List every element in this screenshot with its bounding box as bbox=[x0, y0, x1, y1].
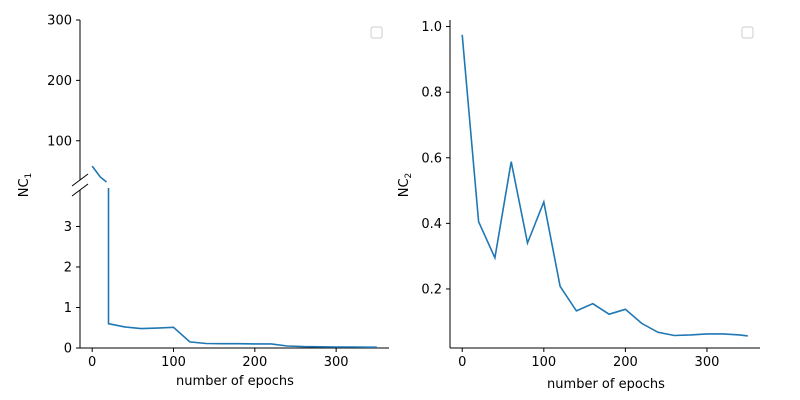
left-axis-break-mark-lower bbox=[71, 183, 89, 197]
right-x-tick-label: 300 bbox=[695, 355, 720, 370]
right-x-tick-label: 100 bbox=[531, 355, 556, 370]
right-x-axis-label: number of epochs bbox=[547, 377, 665, 392]
left-legend-empty-box bbox=[370, 26, 383, 39]
right-y-tick-label: 1.0 bbox=[421, 20, 442, 35]
left-lower-y-tick-label: 2 bbox=[64, 260, 72, 275]
left-x-tick-label: 100 bbox=[161, 355, 186, 370]
right-legend-box bbox=[741, 26, 754, 39]
left-series-line-lower bbox=[107, 188, 377, 348]
left-series-line-upper bbox=[91, 165, 108, 183]
left-x-tick-label: 0 bbox=[88, 355, 96, 370]
right-y-tick-label: 0.2 bbox=[421, 282, 442, 297]
right-y-tick-label: 0.6 bbox=[421, 151, 442, 166]
right-y-axis-label: NC2 bbox=[397, 173, 414, 198]
right-x-tick-label: 0 bbox=[458, 355, 466, 370]
left-y-axis-label: NC1 bbox=[17, 173, 34, 198]
right-axes: 0.2 0.4 0.6 0.8 1.0 0 100 200 300 bbox=[421, 20, 760, 370]
left-upper-axes: 100 200 300 bbox=[47, 14, 108, 187]
right-y-axis-label-main: NC bbox=[397, 178, 412, 197]
right-y-tick-label: 0.8 bbox=[421, 86, 442, 101]
right-chart-panel: 0.2 0.4 0.6 0.8 1.0 0 100 200 300 number of epoc… bbox=[397, 20, 760, 392]
left-chart-panel: 100 200 300 0 1 2 3 0 100 200 300 number of epoch… bbox=[17, 14, 389, 389]
left-lower-axes: 0 1 2 3 0 100 200 300 bbox=[64, 183, 389, 370]
left-x-tick-label: 300 bbox=[324, 355, 349, 370]
left-x-tick-label: 200 bbox=[242, 355, 267, 370]
right-y-tick-label: 0.4 bbox=[421, 217, 442, 232]
left-y-axis-label-sub: 1 bbox=[24, 173, 34, 179]
right-x-tick-label: 200 bbox=[613, 355, 638, 370]
left-x-axis-label: number of epochs bbox=[176, 374, 294, 389]
right-y-axis-label-sub: 2 bbox=[404, 173, 414, 179]
left-lower-y-tick-label: 0 bbox=[64, 342, 72, 357]
left-y-axis-label-main: NC bbox=[17, 178, 32, 197]
right-legend-empty-box bbox=[741, 26, 754, 39]
left-lower-y-tick-label: 1 bbox=[64, 301, 72, 316]
left-upper-y-tick-label: 200 bbox=[47, 74, 72, 89]
right-series-line bbox=[461, 34, 748, 337]
left-lower-y-tick-label: 3 bbox=[64, 220, 72, 235]
left-upper-y-tick-label: 300 bbox=[47, 14, 72, 29]
left-legend-box bbox=[370, 26, 383, 39]
left-axis-break-mark-upper bbox=[71, 173, 89, 187]
left-upper-y-tick-label: 100 bbox=[47, 134, 72, 149]
